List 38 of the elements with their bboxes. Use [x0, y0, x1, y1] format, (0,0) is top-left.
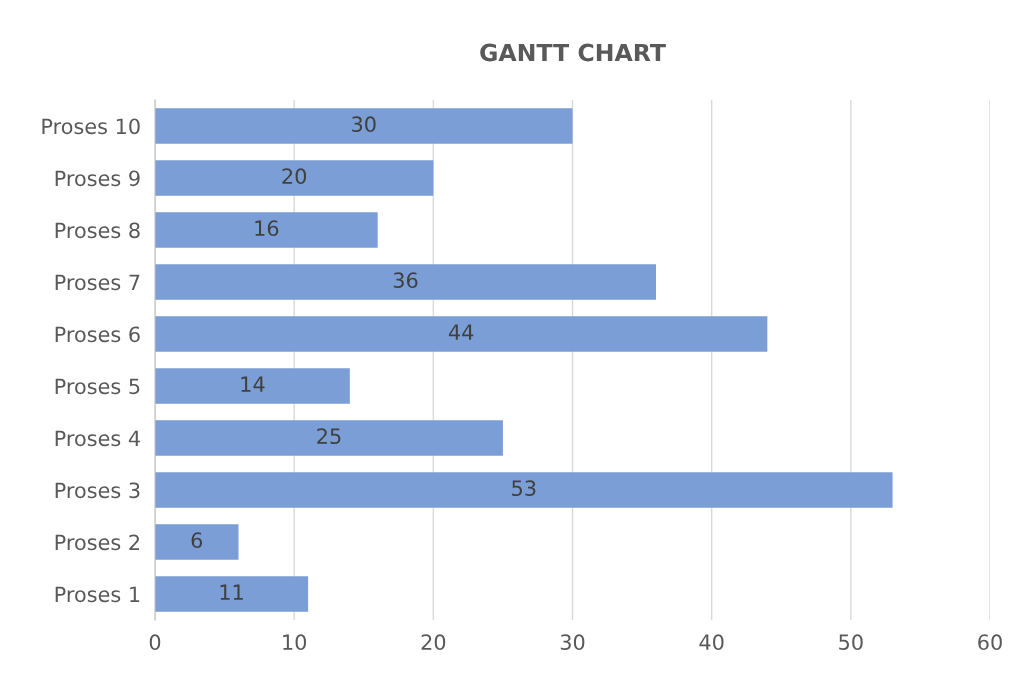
y-tick-label: Proses 7: [55, 274, 140, 291]
x-tick-label: 0: [149, 634, 161, 651]
y-tick-label: Proses 6: [55, 326, 140, 343]
bar: [155, 212, 378, 248]
bar: [155, 264, 656, 300]
data-label: 16: [255, 220, 279, 237]
bar: [155, 160, 434, 196]
y-tick-label: Proses 5: [55, 378, 140, 395]
x-tick-label: 20: [421, 634, 446, 651]
data-label: 36: [393, 272, 418, 289]
y-tick-label: Proses 2: [55, 534, 140, 551]
x-tick-label: 30: [560, 634, 585, 651]
y-tick-label: Proses 3: [55, 482, 140, 499]
data-label: 53: [512, 480, 536, 497]
bar: [155, 420, 503, 456]
bar: [155, 472, 893, 508]
chart-title: GANTT CHART: [480, 43, 666, 62]
data-label: 20: [282, 168, 307, 185]
y-tick-label: Proses 8: [55, 222, 140, 239]
data-label: 11: [220, 584, 243, 600]
bar: [155, 576, 309, 612]
y-tick-label: Proses 1: [55, 586, 140, 603]
y-tick-label: Proses 10: [42, 118, 140, 135]
bar: [155, 316, 768, 352]
x-tick-label: 40: [699, 634, 724, 651]
data-label: 6: [191, 532, 203, 549]
x-tick-label: 60: [978, 634, 1002, 651]
x-tick-label: 10: [283, 634, 307, 651]
data-label: 44: [448, 324, 474, 340]
data-label: 25: [317, 428, 341, 445]
bar: [155, 524, 239, 560]
data-label: 30: [352, 116, 376, 133]
x-tick-label: 50: [839, 634, 863, 651]
y-tick-label: Proses 4: [55, 430, 140, 447]
bar: [155, 108, 573, 144]
y-tick-label: Proses 9: [55, 170, 140, 187]
bar: [155, 368, 350, 404]
data-label: 14: [241, 376, 265, 392]
